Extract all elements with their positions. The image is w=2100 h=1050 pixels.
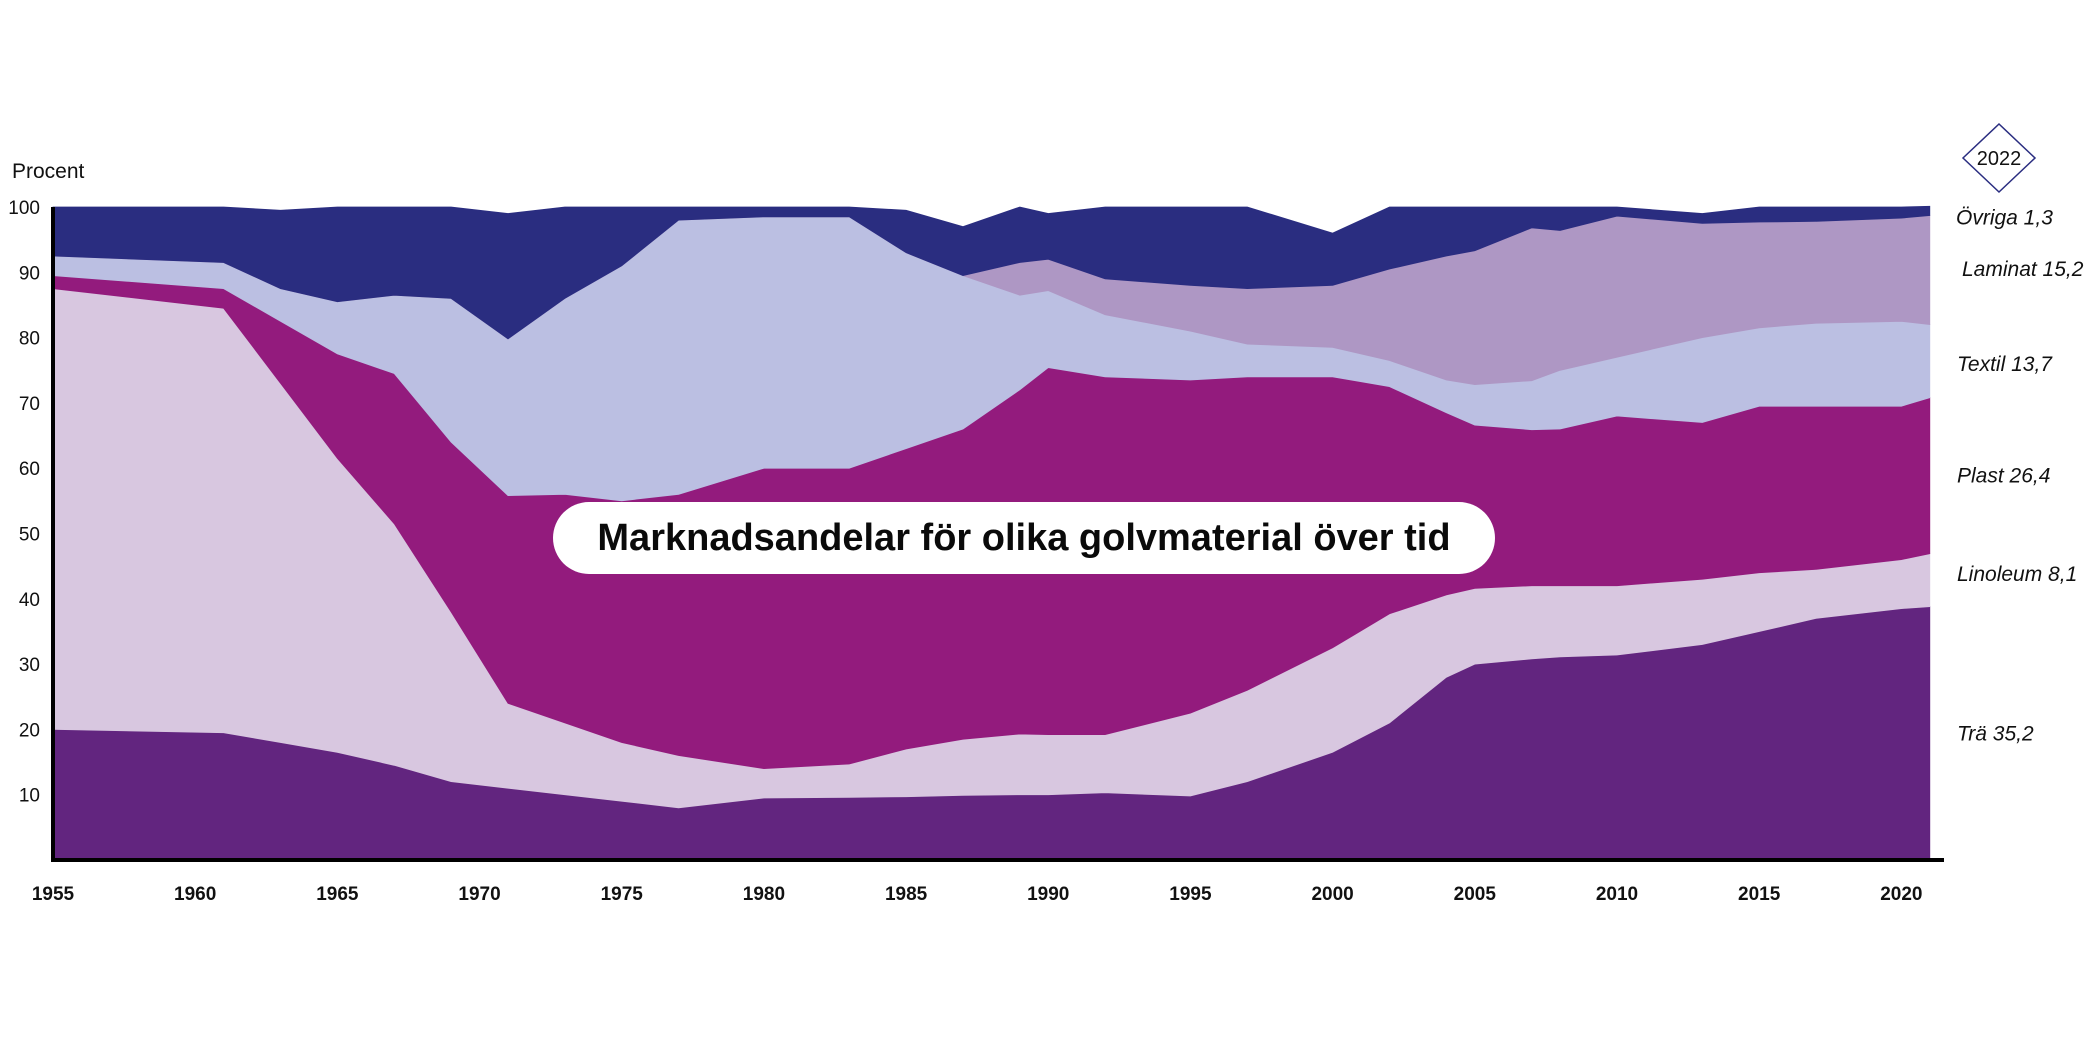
x-tick-label: 1980 (743, 884, 785, 905)
year-badge-diamond (1961, 122, 2037, 194)
x-tick-label: 1970 (458, 884, 500, 905)
y-axis-label: Procent (12, 160, 85, 183)
y-tick-label: 30 (19, 655, 40, 676)
x-tick-label: 1960 (174, 884, 216, 905)
x-tick-label: 2020 (1880, 884, 1922, 905)
series-label-5: Övriga 1,3 (1956, 206, 2053, 229)
y-tick-label: 80 (19, 329, 40, 350)
chart-title: Marknadsandelar för olika golvmaterial ö… (553, 502, 1495, 574)
area-series-5 (52, 205, 1931, 340)
x-tick-label: 1955 (32, 884, 75, 905)
series-label-3: Textil 13,7 (1957, 353, 2053, 376)
y-tick-label: 40 (19, 590, 40, 611)
y-tick-label: 20 (19, 720, 40, 741)
y-tick-labels: 10 20 30 40 50 60 70 80 90 100 (8, 198, 40, 807)
series-label-1: Linoleum 8,1 (1957, 563, 2077, 586)
x-tick-label: 1995 (1169, 884, 1212, 905)
y-tick-label: 100 (8, 198, 40, 219)
y-tick-label: 70 (19, 394, 40, 415)
series-labels: Trä 35,2 Linoleum 8,1 Plast 26,4 Textil 13,… (1956, 206, 2084, 745)
x-tick-label: 1965 (316, 884, 359, 905)
y-tick-label: 60 (19, 459, 40, 480)
x-tick-label: 1975 (601, 884, 644, 905)
x-tick-label: 2015 (1738, 884, 1781, 905)
x-tick-label: 2010 (1596, 884, 1638, 905)
y-tick-label: 50 (19, 525, 40, 546)
series-label-0: Trä 35,2 (1957, 722, 2034, 745)
axes (51, 207, 1944, 862)
year-badge: 2022 (1961, 122, 2037, 194)
series-label-4: Laminat 15,2 (1962, 258, 2084, 281)
x-tick-label: 2000 (1311, 884, 1353, 905)
year-badge-text: 2022 (1977, 148, 2022, 170)
y-tick-label: 90 (19, 263, 40, 284)
x-tick-label: 2005 (1454, 884, 1497, 905)
x-tick-label: 1990 (1027, 884, 1069, 905)
x-tick-labels: 1955 1960 1965 1970 1975 1980 1985 1990 1995 2000… (32, 884, 1923, 905)
series-label-2: Plast 26,4 (1957, 465, 2050, 488)
x-tick-label: 1985 (885, 884, 928, 905)
y-tick-label: 10 (19, 786, 40, 807)
